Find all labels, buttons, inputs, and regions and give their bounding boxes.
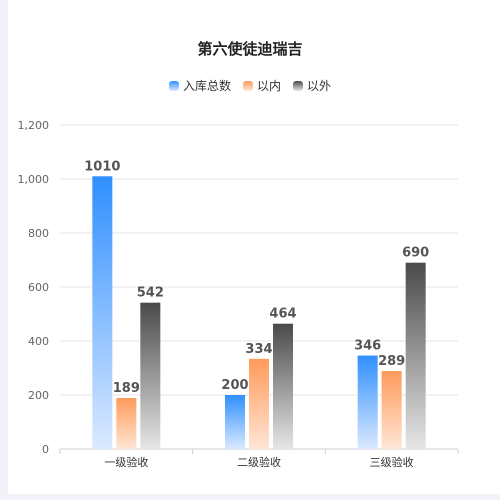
legend-item-series-1[interactable]: 入库总数: [168, 77, 231, 94]
chart-title: 第六使徒迪瑞吉: [197, 40, 303, 58]
legend-item-series-2[interactable]: 以内: [242, 77, 281, 94]
bar-1-2: [225, 395, 245, 449]
chart-legend: 入库总数 以内 以外: [0, 77, 500, 94]
bar-value-label: 289: [378, 354, 405, 369]
bar-1-3: [357, 355, 378, 449]
bar-value-label: 1010: [84, 159, 120, 174]
bottom-edge-strip: [0, 494, 500, 500]
x-category-label: 二级验收: [237, 455, 281, 469]
y-tick-label: 400: [28, 335, 49, 348]
bar-value-label: 200: [221, 378, 248, 393]
bar-1-1: [92, 176, 113, 450]
legend-label-series-2: 以内: [256, 79, 281, 93]
y-tick-label: 1,000: [18, 173, 50, 186]
x-category-label: 三级验收: [370, 455, 414, 469]
bar-2-3: [381, 370, 402, 449]
bar-value-label: 334: [245, 342, 272, 357]
y-tick-label: 600: [28, 281, 49, 294]
legend-label-series-1: 入库总数: [182, 79, 231, 93]
legend-item-series-3[interactable]: 以外: [293, 77, 331, 94]
bar-2-2: [249, 358, 269, 449]
legend-swatch-series-1: [168, 80, 179, 91]
legend-swatch-series-3: [293, 80, 303, 91]
bar-3-2: [273, 323, 293, 449]
bar-value-label: 464: [269, 307, 296, 322]
x-category-label: 一级验收: [104, 455, 148, 469]
bar-3-3: [405, 262, 426, 449]
legend-swatch-series-2: [242, 80, 253, 91]
bar-value-label: 542: [137, 286, 164, 301]
left-edge-strip: [0, 0, 8, 500]
y-tick-label: 0: [42, 443, 49, 456]
bar-value-label: 189: [113, 381, 140, 396]
y-tick-label: 1,200: [18, 119, 50, 132]
bar-3-1: [140, 302, 161, 449]
bar-2-1: [116, 397, 137, 449]
y-tick-label: 200: [28, 389, 49, 402]
bar-value-label: 690: [402, 246, 429, 261]
legend-label-series-3: 以外: [307, 79, 332, 93]
bar-value-label: 346: [354, 339, 381, 354]
y-tick-label: 800: [28, 227, 49, 240]
